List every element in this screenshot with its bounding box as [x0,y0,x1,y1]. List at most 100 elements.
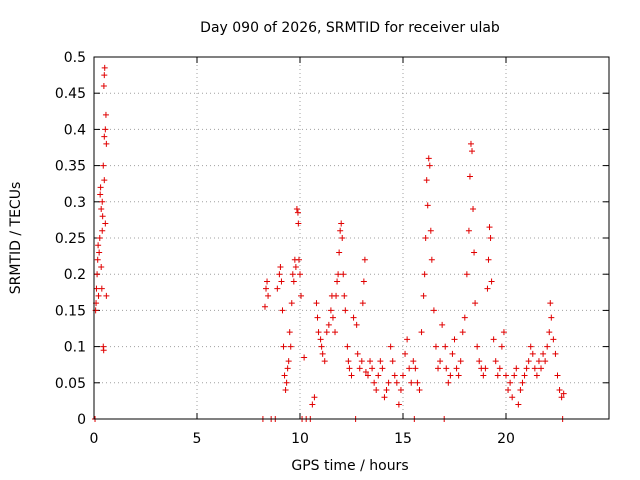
data-point-marker [314,314,321,321]
data-point-marker [412,365,419,372]
data-point-marker [554,372,561,379]
data-point-marker [457,358,464,365]
data-point-marker [367,358,374,365]
data-point-marker [544,343,551,350]
y-tick-label: 0.2 [64,267,86,283]
data-point-marker [402,350,409,357]
data-point-marker [361,256,368,263]
data-point-marker [364,372,371,379]
y-tick-label: 0.15 [55,303,86,319]
data-point-marker [375,372,382,379]
data-point-marker [521,372,528,379]
data-point-marker [449,350,456,357]
data-point-marker [404,336,411,343]
data-point-marker [323,329,330,336]
data-point-marker [327,307,334,314]
data-point-marker [290,278,297,285]
data-point-marker [362,368,369,375]
data-point-marker [423,177,430,184]
data-point-marker [335,271,342,278]
data-point-marker [391,372,398,379]
data-point-marker [325,321,332,328]
data-point-marker [485,256,492,263]
data-point-marker [286,329,293,336]
data-point-marker [490,336,497,343]
data-point-marker [420,292,427,299]
data-point-marker [336,249,343,256]
data-point-marker [546,329,553,336]
data-point-marker [414,379,421,386]
data-point-marker [279,307,286,314]
data-point-marker [287,343,294,350]
data-point-marker [276,271,283,278]
data-point-marker [451,336,458,343]
data-point-marker [488,278,495,285]
data-point-marker [353,321,360,328]
y-tick-label: 0.5 [64,50,86,66]
data-point-marker [338,220,345,227]
data-point-marker [285,358,292,365]
data-point-marker [410,358,417,365]
data-point-marker [505,387,512,394]
data-point-marker [426,162,433,169]
data-point-marker [503,372,509,379]
data-point-marker [100,82,107,89]
data-point-marker [278,278,285,285]
data-point-marker [102,111,109,118]
data-point-marker [373,387,380,394]
y-tick-label: 0.3 [64,195,86,211]
data-point-marker [421,271,428,278]
data-point-marker [533,372,540,379]
data-point-marker [95,242,102,249]
data-point-marker [455,372,462,379]
data-point-marker [425,155,432,162]
x-tick-label: 15 [394,431,412,447]
data-point-marker [442,343,449,350]
data-point-marker [99,198,106,205]
data-point-marker [333,292,340,299]
data-point-marker [318,343,325,350]
data-point-marker [103,140,110,147]
data-point-marker [283,379,290,386]
data-point-marker [465,227,472,234]
data-point-marker [393,379,400,386]
data-point-marker [360,278,367,285]
data-point-marker [100,162,107,169]
data-point-marker [381,394,388,401]
data-point-marker [517,387,524,394]
data-point-marker [337,227,344,234]
data-point-marker [439,321,446,328]
data-point-marker [98,206,105,213]
data-point-marker [387,343,394,350]
data-point-marker [547,300,554,307]
data-point-marker [432,343,439,350]
data-point-marker [538,365,545,372]
data-point-marker [95,292,102,299]
x-axis-label: GPS time / hours [291,458,408,474]
data-point-marker [96,235,103,241]
y-tick-label: 0.45 [55,86,86,102]
data-point-marker [430,307,437,314]
data-point-marker [467,140,474,147]
data-point-marker [548,314,555,321]
data-point-marker [334,278,341,285]
data-point-marker [102,126,109,133]
data-point-marker [484,285,491,292]
data-point-marker [511,372,518,379]
data-point-marker [486,224,493,231]
data-point-marker [496,365,503,372]
data-point-marker [531,365,538,372]
data-point-marker [406,365,413,372]
data-point-marker [470,206,477,213]
x-tick-label: 0 [90,431,99,447]
data-point-marker [94,256,101,263]
data-point-marker [377,358,384,365]
data-point-marker [99,213,106,220]
data-point-marker [289,271,296,278]
data-point-marker [443,365,450,372]
data-point-marker [319,350,326,357]
data-point-marker [295,256,302,263]
data-point-marker [550,336,557,343]
data-point-marker [385,379,392,386]
data-point-marker [301,354,308,361]
